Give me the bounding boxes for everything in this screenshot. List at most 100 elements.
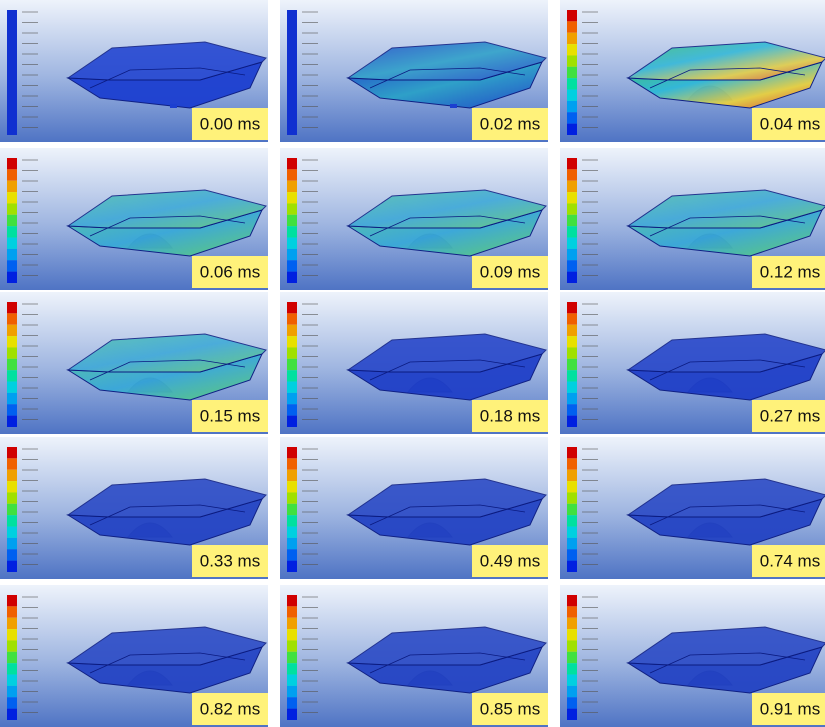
legend-swatch <box>287 404 297 415</box>
legend-swatch <box>287 359 297 370</box>
legend-swatch <box>567 709 577 720</box>
legend-swatch <box>287 629 297 640</box>
legend-swatch <box>287 640 297 651</box>
legend-swatch <box>7 404 17 415</box>
legend-swatch <box>287 238 297 249</box>
legend-swatch <box>567 101 577 112</box>
frame-panel: 0.33 ms <box>0 437 268 579</box>
legend-swatch <box>7 697 17 708</box>
legend-swatch <box>7 561 17 572</box>
legend-swatch <box>287 169 297 180</box>
frame-panel: 0.02 ms <box>280 0 548 142</box>
legend-swatch <box>567 652 577 663</box>
legend-swatch <box>567 675 577 686</box>
legend-swatch <box>7 640 17 651</box>
legend-swatch <box>7 181 17 192</box>
time-label: 0.04 ms <box>760 114 820 133</box>
legend-swatch <box>7 203 17 214</box>
legend-swatch <box>567 67 577 78</box>
legend-swatch <box>567 347 577 358</box>
legend-swatch <box>287 370 297 381</box>
legend-swatch <box>567 527 577 538</box>
legend-swatch <box>567 249 577 260</box>
legend-swatch <box>7 10 17 135</box>
frame-panel: 0.15 ms <box>0 292 268 434</box>
legend-swatch <box>567 595 577 606</box>
legend-swatch <box>7 313 17 324</box>
time-label: 0.06 ms <box>200 262 260 281</box>
legend-swatch <box>567 112 577 123</box>
legend-swatch <box>287 302 297 313</box>
legend-swatch <box>567 504 577 515</box>
legend-swatch <box>287 515 297 526</box>
legend-swatch <box>287 470 297 481</box>
legend-swatch <box>287 675 297 686</box>
legend-swatch <box>7 158 17 169</box>
legend-swatch <box>287 215 297 226</box>
time-label: 0.49 ms <box>480 551 540 570</box>
legend-swatch <box>287 393 297 404</box>
legend-swatch <box>567 272 577 283</box>
legend-swatch <box>7 416 17 427</box>
legend-swatch <box>567 44 577 55</box>
legend-swatch <box>7 260 17 271</box>
legend-swatch <box>287 382 297 393</box>
legend-swatch <box>287 416 297 427</box>
legend-swatch <box>567 302 577 313</box>
legend-swatch <box>567 78 577 89</box>
legend-swatch <box>567 203 577 214</box>
legend-swatch <box>7 382 17 393</box>
time-label: 0.09 ms <box>480 262 540 281</box>
legend-swatch <box>567 90 577 101</box>
legend-swatch <box>287 527 297 538</box>
legend-swatch <box>287 203 297 214</box>
legend-swatch <box>7 629 17 640</box>
legend-swatch <box>287 686 297 697</box>
legend-swatch <box>287 458 297 469</box>
legend-swatch <box>567 697 577 708</box>
legend-swatch <box>7 663 17 674</box>
legend-swatch <box>567 492 577 503</box>
legend-swatch <box>287 192 297 203</box>
time-label: 0.74 ms <box>760 551 820 570</box>
legend-swatch <box>287 504 297 515</box>
time-label: 0.85 ms <box>480 699 540 718</box>
legend-swatch <box>567 359 577 370</box>
legend-swatch <box>567 393 577 404</box>
legend-swatch <box>567 640 577 651</box>
legend-swatch <box>7 393 17 404</box>
legend-swatch <box>287 663 297 674</box>
legend-swatch <box>7 226 17 237</box>
fragment <box>170 104 177 108</box>
legend-swatch <box>7 709 17 720</box>
legend-swatch <box>7 447 17 458</box>
legend-swatch <box>7 458 17 469</box>
legend-swatch <box>567 33 577 44</box>
legend-swatch <box>567 447 577 458</box>
legend-swatch <box>7 527 17 538</box>
legend-swatch <box>567 382 577 393</box>
frame-panel: 0.82 ms <box>0 585 268 727</box>
legend-swatch <box>287 481 297 492</box>
legend-swatch <box>567 618 577 629</box>
legend-swatch <box>567 10 577 21</box>
legend-swatch <box>7 169 17 180</box>
legend-swatch <box>567 124 577 135</box>
legend-swatch <box>7 492 17 503</box>
frame-panel: 0.18 ms <box>280 292 548 434</box>
frame-panel: 0.12 ms <box>560 148 825 290</box>
legend-swatch <box>287 336 297 347</box>
legend-swatch <box>287 347 297 358</box>
legend-swatch <box>287 697 297 708</box>
legend-swatch <box>567 158 577 169</box>
frame-panel: 0.27 ms <box>560 292 825 434</box>
legend-swatch <box>287 618 297 629</box>
legend-swatch <box>7 515 17 526</box>
legend-swatch <box>7 336 17 347</box>
legend-swatch <box>567 663 577 674</box>
legend-swatch <box>567 686 577 697</box>
legend-swatch <box>7 504 17 515</box>
legend-swatch <box>567 336 577 347</box>
legend-swatch <box>567 515 577 526</box>
figure: 0.00 ms0.02 ms0.04 ms0.06 ms0.09 ms0.12 … <box>0 0 825 727</box>
